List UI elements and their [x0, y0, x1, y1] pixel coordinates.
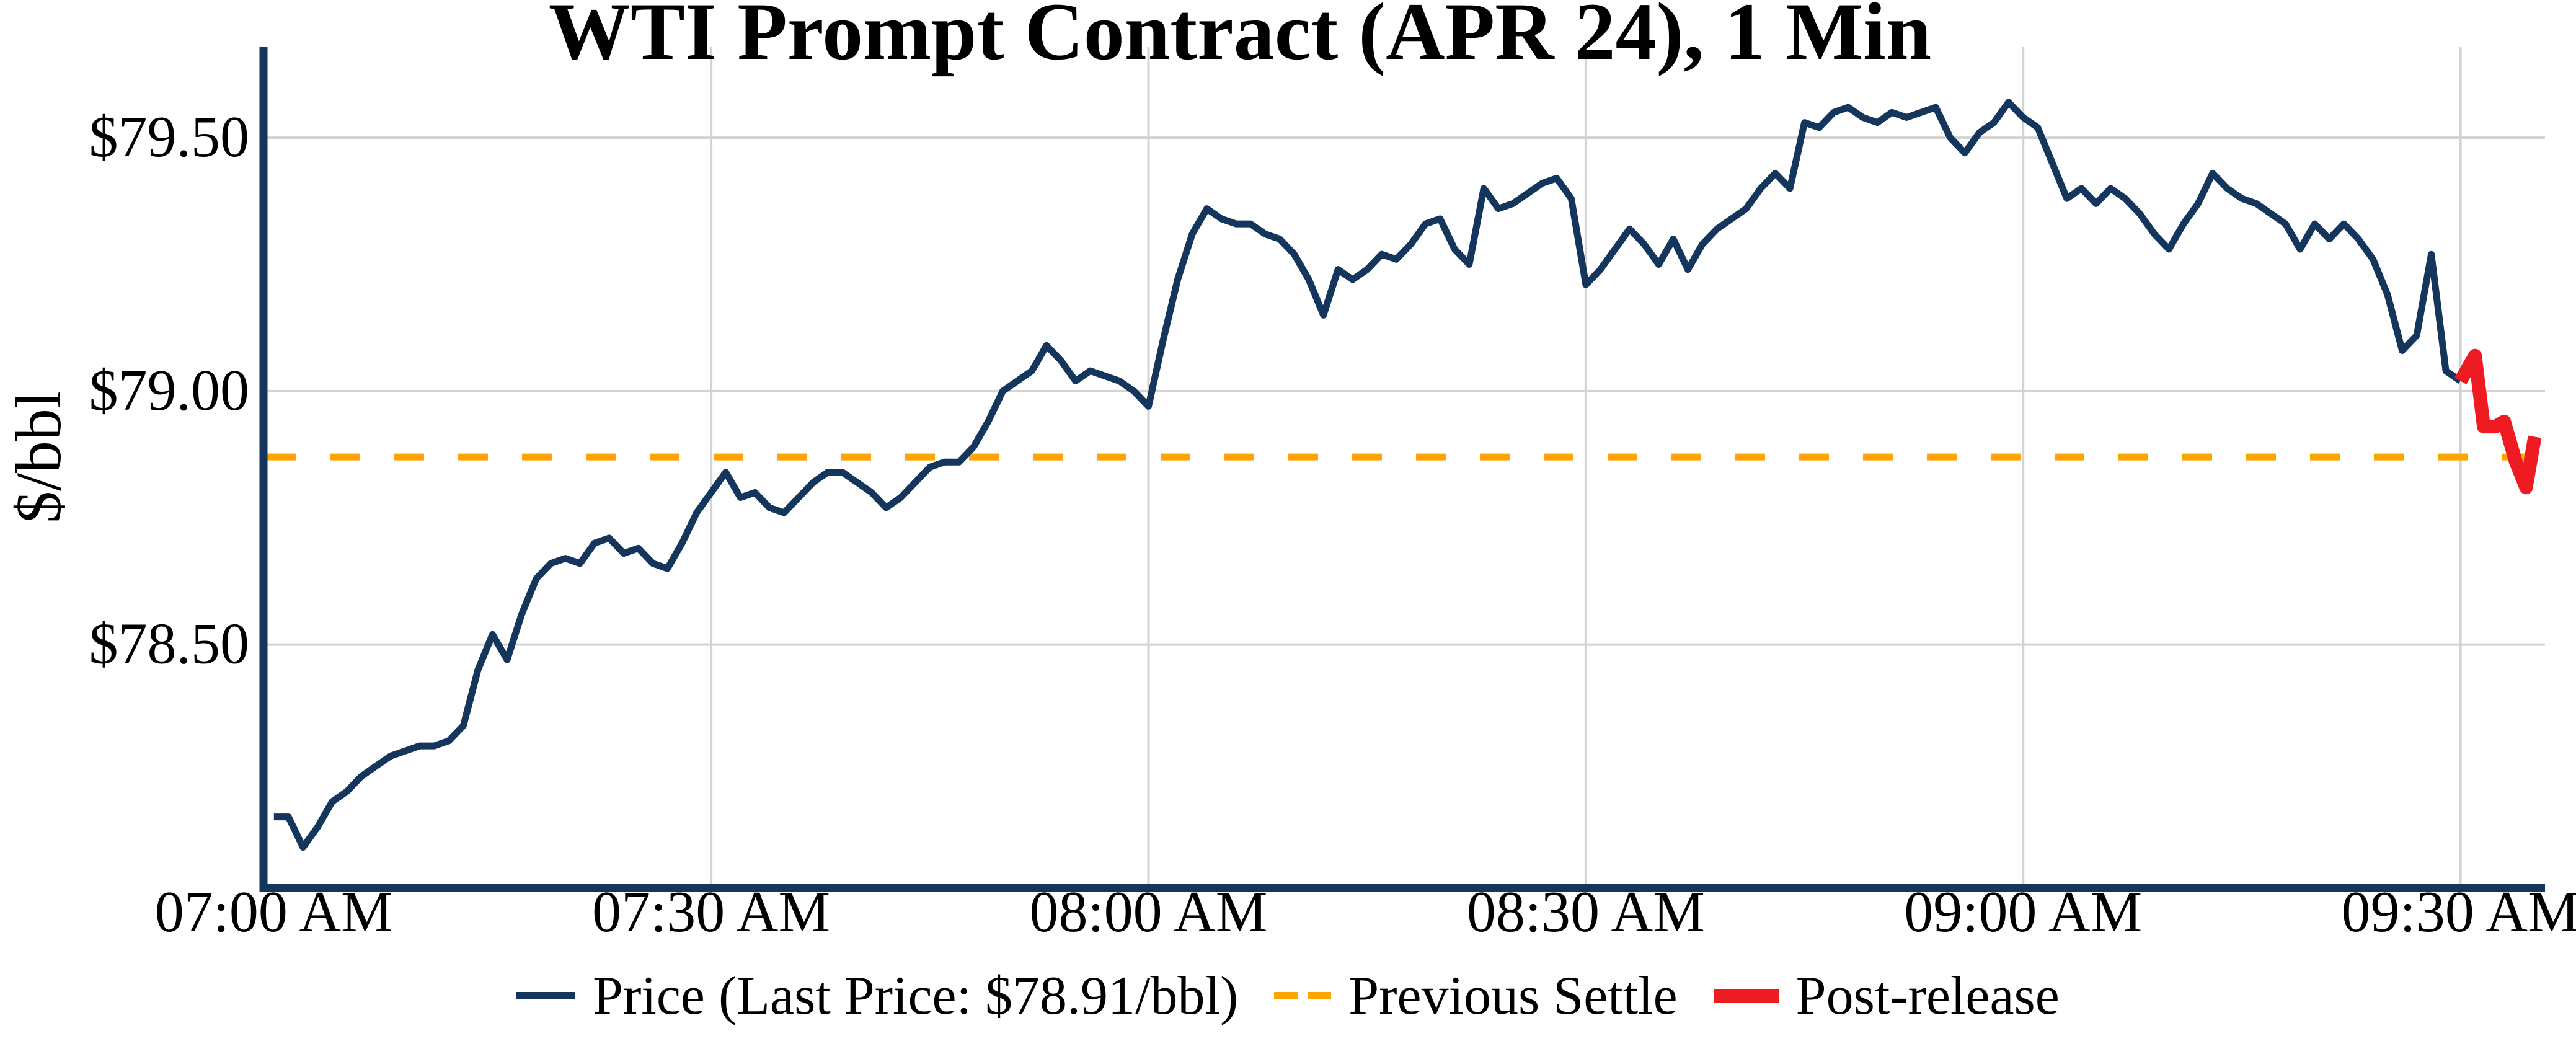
- x-tick-label: 07:30 AM: [592, 880, 830, 944]
- tick-label-layer: $79.50 $79.00 $78.50 07:00 AM 07:30 AM 08:00 …: [89, 105, 2576, 944]
- y-tick-label: $78.50: [89, 612, 250, 676]
- legend-item-post-release: Post-release: [1713, 965, 2060, 1027]
- post-release-line-swatch-icon: [1713, 989, 1779, 1003]
- x-tick-label: 08:30 AM: [1467, 880, 1705, 944]
- legend-label-previous-settle: Previous Settle: [1348, 965, 1678, 1026]
- chart-legend: Price (Last Price: $78.91/bbl) Previous …: [0, 960, 2576, 1032]
- legend-label-post-release: Post-release: [1795, 965, 2060, 1026]
- post-release-line: [2454, 348, 2542, 495]
- y-tick-label: $79.50: [89, 105, 250, 169]
- x-tick-label: 09:30 AM: [2342, 880, 2576, 944]
- legend-item-previous-settle: Previous Settle: [1274, 965, 1678, 1027]
- dash-segment-icon: [1308, 992, 1332, 999]
- price-line-swatch-icon: [516, 992, 576, 999]
- price-line: [273, 99, 2463, 851]
- x-tick-label: 07:00 AM: [155, 880, 393, 944]
- chart-title: WTI Prompt Contract (APR 24), 1 Min: [549, 0, 1931, 77]
- axis-spine: [259, 46, 2545, 892]
- series-layer: [267, 99, 2545, 851]
- x-tick-label: 08:00 AM: [1030, 880, 1268, 944]
- previous-settle-dash-swatch-icon: [1274, 992, 1332, 999]
- dash-segment-icon: [1274, 992, 1298, 999]
- axis-layer: [259, 46, 2545, 892]
- y-axis-label: $/bbl: [3, 391, 74, 523]
- grid-layer: [267, 46, 2545, 888]
- x-tick-label: 09:00 AM: [1904, 880, 2142, 944]
- legend-item-price: Price (Last Price: $78.91/bbl): [516, 965, 1238, 1027]
- legend-label-price: Price (Last Price: $78.91/bbl): [593, 965, 1239, 1026]
- y-tick-label: $79.00: [89, 358, 250, 423]
